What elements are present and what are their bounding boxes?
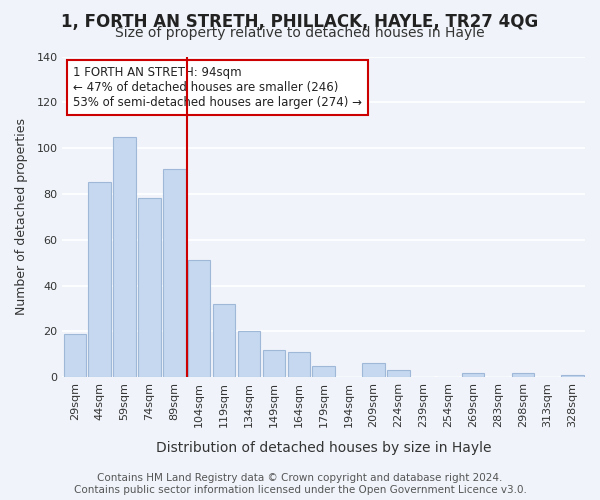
Y-axis label: Number of detached properties: Number of detached properties xyxy=(15,118,28,316)
Bar xyxy=(113,136,136,377)
Bar xyxy=(462,372,484,377)
Bar xyxy=(138,198,161,377)
Bar xyxy=(387,370,410,377)
Bar xyxy=(263,350,285,377)
Bar xyxy=(64,334,86,377)
Bar xyxy=(287,352,310,377)
Bar xyxy=(213,304,235,377)
Bar xyxy=(188,260,211,377)
Text: 1, FORTH AN STRETH, PHILLACK, HAYLE, TR27 4QG: 1, FORTH AN STRETH, PHILLACK, HAYLE, TR2… xyxy=(61,12,539,30)
Bar xyxy=(512,372,534,377)
Bar xyxy=(313,366,335,377)
Bar xyxy=(562,375,584,377)
Bar xyxy=(238,332,260,377)
Text: Size of property relative to detached houses in Hayle: Size of property relative to detached ho… xyxy=(115,26,485,40)
Bar xyxy=(362,364,385,377)
Text: 1 FORTH AN STRETH: 94sqm
← 47% of detached houses are smaller (246)
53% of semi-: 1 FORTH AN STRETH: 94sqm ← 47% of detach… xyxy=(73,66,362,109)
Bar xyxy=(88,182,111,377)
X-axis label: Distribution of detached houses by size in Hayle: Distribution of detached houses by size … xyxy=(156,441,491,455)
Text: Contains HM Land Registry data © Crown copyright and database right 2024.
Contai: Contains HM Land Registry data © Crown c… xyxy=(74,474,526,495)
Bar xyxy=(163,168,185,377)
